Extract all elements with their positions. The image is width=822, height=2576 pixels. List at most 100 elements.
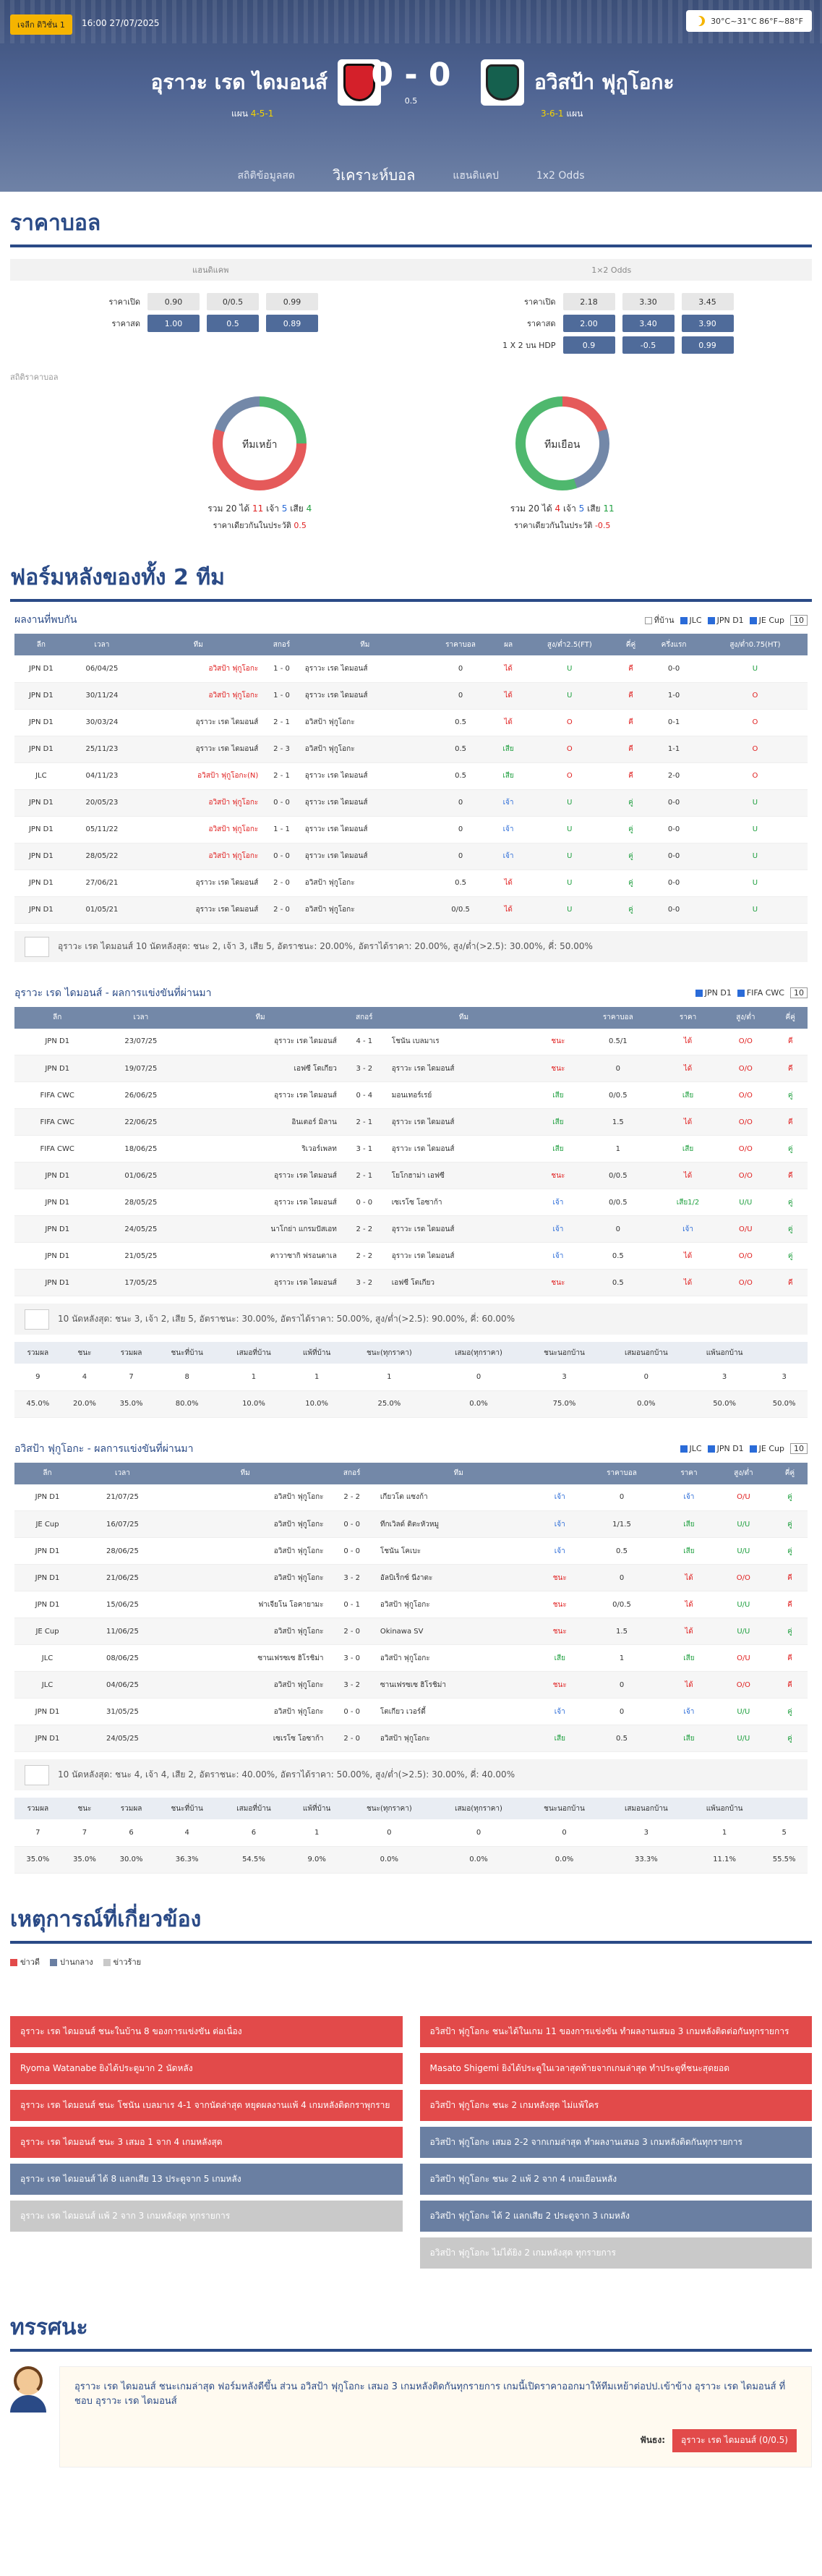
news-item[interactable]: อวิสป้า ฟุกูโอกะ ชนะ 2 เกมหลังสุด ไม่แพ้… <box>420 2090 813 2121</box>
table-row[interactable]: JPN D1 01/05/21 อุราวะ เรด ไดมอนส์ 2 - 0 อวิ… <box>14 896 808 923</box>
table-cell: อวิสป้า ฟุกูโอกะ <box>165 1511 326 1538</box>
odds-stats: ทีมเหย้า รวม 20 ได้ 11 เจ้า 5 เสีย 4 ราค… <box>0 389 822 539</box>
table-row[interactable]: JPN D1 28/05/22 อวิสป้า ฟุกูโอกะ 0 - 0 อุราว… <box>14 843 808 870</box>
news-item[interactable]: อุราวะ เรด ไดมอนส์ ได้ 8 แลกเสีย 13 ประต… <box>10 2164 403 2195</box>
table-cell: U/U <box>715 1618 772 1645</box>
table-row[interactable]: JPN D1 30/03/24 อุราวะ เรด ไดมอนส์ 2 - 1 อวิ… <box>14 709 808 736</box>
table-cell: 2 - 0 <box>326 1618 378 1645</box>
table-row[interactable]: JPN D1 28/05/25 อุราวะ เรด ไดมอนส์ 0 - 0 เซเ… <box>14 1189 808 1216</box>
odds-tab-1x2[interactable]: 1×2 Odds <box>411 265 813 275</box>
table-row[interactable]: JPN D1 28/06/25 อวิสป้า ฟุกูโอกะ 0 - 0 โชนัน… <box>14 1538 808 1565</box>
table-row[interactable]: JPN D1 17/05/25 อุราวะ เรด ไดมอนส์ 3 - 2 เอฟ… <box>14 1270 808 1296</box>
table-row[interactable]: JPN D1 19/07/25 เอฟซี โตเกียว 3 - 2 อุราวะ เ… <box>14 1055 808 1082</box>
table-cell: 0/0.5 <box>581 1591 663 1618</box>
tab-analysis[interactable]: วิเคราะห์บอล <box>328 156 419 192</box>
table-cell: 0.5 <box>581 1538 663 1565</box>
prediction-badge[interactable]: อุราวะ เรด ไดมอนส์ (0/0.5) <box>672 2429 797 2452</box>
odds-tab-handicap[interactable]: แฮนดิแคพ <box>10 263 411 276</box>
table-cell: 3 - 2 <box>326 1565 378 1591</box>
table-row[interactable]: JPN D1 21/07/25 อวิสป้า ฟุกูโอกะ 2 - 2 เกียว… <box>14 1484 808 1511</box>
table-cell: 1 - 1 <box>260 816 303 843</box>
table-row[interactable]: JPN D1 25/11/23 อุราวะ เรด ไดมอนส์ 2 - 3 อวิ… <box>14 736 808 762</box>
table-row[interactable]: JPN D1 31/05/25 อวิสป้า ฟุกูโอกะ 0 - 0 โตเกี… <box>14 1699 808 1725</box>
table-cell: 26/06/25 <box>100 1082 181 1109</box>
news-item[interactable]: Ryoma Watanabe ยิงได้ประตูมาก 2 นัดหลัง <box>10 2053 403 2084</box>
home-filters[interactable]: JPN D1 FIFA CWC 10 <box>695 987 808 998</box>
table-cell: 0 - 0 <box>326 1699 378 1725</box>
table-cell: U <box>703 870 808 896</box>
table-cell: ซานเฟรซเซ ฮิโรชิม่า <box>165 1645 326 1672</box>
news-item[interactable]: อวิสป้า ฟุกูโอกะ เสมอ 2-2 จากเกมล่าสุด ท… <box>420 2127 813 2158</box>
table-row[interactable]: JLC 04/06/25 อวิสป้า ฟุกูโอกะ 3 - 2 ซานเฟรซเ… <box>14 1672 808 1699</box>
table-row[interactable]: JLC 08/06/25 ซานเฟรซเซ ฮิโรชิม่า 3 - 0 อวิสป… <box>14 1645 808 1672</box>
column-header: รวมผล <box>14 1798 61 1819</box>
table-cell: 0/0.5 <box>578 1082 658 1109</box>
table-cell: 23/07/25 <box>100 1029 181 1055</box>
column-header: ทีม <box>390 1007 538 1029</box>
table-cell: 1.5 <box>581 1618 663 1645</box>
table-row[interactable]: JPN D1 20/05/23 อวิสป้า ฟุกูโอกะ 0 - 0 อุราว… <box>14 789 808 816</box>
table-row[interactable]: JPN D1 06/04/25 อวิสป้า ฟุกูโอกะ 1 - 0 อุราว… <box>14 655 808 682</box>
table-row[interactable]: JPN D1 27/06/21 อุราวะ เรด ไดมอนส์ 2 - 0 อวิ… <box>14 870 808 896</box>
table-row[interactable]: JPN D1 21/06/25 อวิสป้า ฟุกูโอกะ 3 - 2 อัลบิ… <box>14 1565 808 1591</box>
table-cell: เจ้า <box>663 1484 715 1511</box>
table-cell: อุราวะ เรด ไดมอนส์ <box>303 762 427 789</box>
news-item[interactable]: อุราวะ เรด ไดมอนส์ ชนะ 3 เสมอ 1 จาก 4 เก… <box>10 2127 403 2158</box>
stat-cell: 50.0% <box>761 1390 808 1417</box>
table-cell: คู่ <box>772 1699 808 1725</box>
table-cell: คู่ <box>617 816 646 843</box>
away-filters[interactable]: JLC JPN D1 JE Cup 10 <box>680 1443 808 1454</box>
news-item[interactable]: อุราวะ เรด ไดมอนส์ ชนะ โชนัน เบลมาเร 4-1… <box>10 2090 403 2121</box>
table-row[interactable]: JPN D1 21/05/25 คาวาซากิ ฟรอนตาเล 2 - 2 อุรา… <box>14 1243 808 1270</box>
table-cell: U <box>523 896 617 923</box>
stat-cell: 80.0% <box>155 1390 220 1417</box>
table-cell: 1-1 <box>645 736 703 762</box>
table-row[interactable]: JPN D1 30/11/24 อวิสป้า ฟุกูโอกะ 1 - 0 อุราว… <box>14 682 808 709</box>
table-cell: คี <box>774 1029 808 1055</box>
table-row[interactable]: JPN D1 01/06/25 อุราวะ เรด ไดมอนส์ 2 - 1 โยโ… <box>14 1162 808 1189</box>
table-row[interactable]: FIFA CWC 22/06/25 อินเตอร์ มิลาน 2 - 1 อุราว… <box>14 1109 808 1136</box>
table-row[interactable]: JE Cup 16/07/25 อวิสป้า ฟุกูโอกะ 0 - 0 ทีกเว… <box>14 1511 808 1538</box>
table-cell: โตเกียว เวอร์ดี้ <box>378 1699 539 1725</box>
table-row[interactable]: FIFA CWC 18/06/25 ริเวอร์เพลท 3 - 1 อุราวะ เ… <box>14 1136 808 1162</box>
table-row[interactable]: JPN D1 05/11/22 อวิสป้า ฟุกูโอกะ 1 - 1 อุราว… <box>14 816 808 843</box>
table-cell: อวิสป้า ฟุกูโอกะ <box>136 789 260 816</box>
stat-cell: 25.0% <box>346 1390 433 1417</box>
table-row[interactable]: JPN D1 23/07/25 อุราวะ เรด ไดมอนส์ 4 - 1 โชน… <box>14 1029 808 1055</box>
news-item[interactable]: อุราวะ เรด ไดมอนส์ ชนะในบ้าน 8 ของการแข่… <box>10 2016 403 2047</box>
column-header: เสมอ(ทุกราคา) <box>433 1342 524 1364</box>
news-item[interactable]: อวิสป้า ฟุกูโอกะ ชนะ 2 แพ้ 2 จาก 4 เกมเย… <box>420 2164 813 2195</box>
table-row[interactable]: JLC 04/11/23 อวิสป้า ฟุกูโอกะ(N) 2 - 1 อุราว… <box>14 762 808 789</box>
news-item[interactable]: อวิสป้า ฟุกูโอกะ ไม่ได้ยิง 2 เกมหลังสุด … <box>420 2237 813 2269</box>
table-cell: 16/07/25 <box>80 1511 165 1538</box>
table-row[interactable]: JPN D1 24/05/25 เซเรโซ โอซาก้า 2 - 0 อวิสป้า… <box>14 1725 808 1752</box>
table-cell: 3 - 2 <box>339 1270 390 1296</box>
tab-1x2-odds[interactable]: 1x2 Odds <box>532 163 589 189</box>
table-cell: คู่ <box>774 1136 808 1162</box>
league-badge[interactable]: เจลีก ดิวิชั่น 1 <box>10 14 72 35</box>
column-header: รวมผล <box>108 1798 155 1819</box>
tab-live-stats[interactable]: สถิติข้อมูลสด <box>233 161 299 191</box>
table-cell: JPN D1 <box>14 1216 100 1243</box>
x12-hdp-row: 1 X 2 บน HDP 0.9 -0.5 0.99 <box>484 334 813 356</box>
table-cell: JPN D1 <box>14 1243 100 1270</box>
table-cell: 0 <box>578 1216 658 1243</box>
table-cell: 20/05/23 <box>68 789 137 816</box>
tab-handicap[interactable]: แฮนดิแคป <box>448 161 503 191</box>
odds-stats-title: สถิติราคาบอล <box>0 360 822 389</box>
news-item[interactable]: อวิสป้า ฟุกูโอกะ ได้ 2 แลกเสีย 2 ประตูจา… <box>420 2201 813 2232</box>
table-row[interactable]: JPN D1 24/05/25 นาโกย่า แกรมปัสเอท 2 - 2 อุร… <box>14 1216 808 1243</box>
stat-cell: 0.0% <box>346 1846 433 1873</box>
column-header: ชนะ(ทุกราคา) <box>346 1342 433 1364</box>
news-item[interactable]: อวิสป้า ฟุกูโอกะ ชนะได้ในเกม 11 ของการแข… <box>420 2016 813 2047</box>
news-item[interactable]: อุราวะ เรด ไดมอนส์ แพ้ 2 จาก 3 เกมหลังสุ… <box>10 2201 403 2232</box>
table-row[interactable]: JE Cup 11/06/25 อวิสป้า ฟุกูโอกะ 2 - 0 Okina… <box>14 1618 808 1645</box>
table-cell: 06/04/25 <box>68 655 137 682</box>
table-cell: JLC <box>14 762 68 789</box>
h2h-filters[interactable]: ที่บ้าน JLC JPN D1 JE Cup 10 <box>645 613 808 626</box>
news-item[interactable]: Masato Shigemi ยิงได้ประตูในเวลาสุดท้ายจ… <box>420 2053 813 2084</box>
table-row[interactable]: JPN D1 15/06/25 ฟาเจียโน โอคายามะ 0 - 1 อวิส… <box>14 1591 808 1618</box>
stat-cell: 30.0% <box>108 1846 155 1873</box>
away-formation: 3-6-1 แผน <box>541 107 583 121</box>
